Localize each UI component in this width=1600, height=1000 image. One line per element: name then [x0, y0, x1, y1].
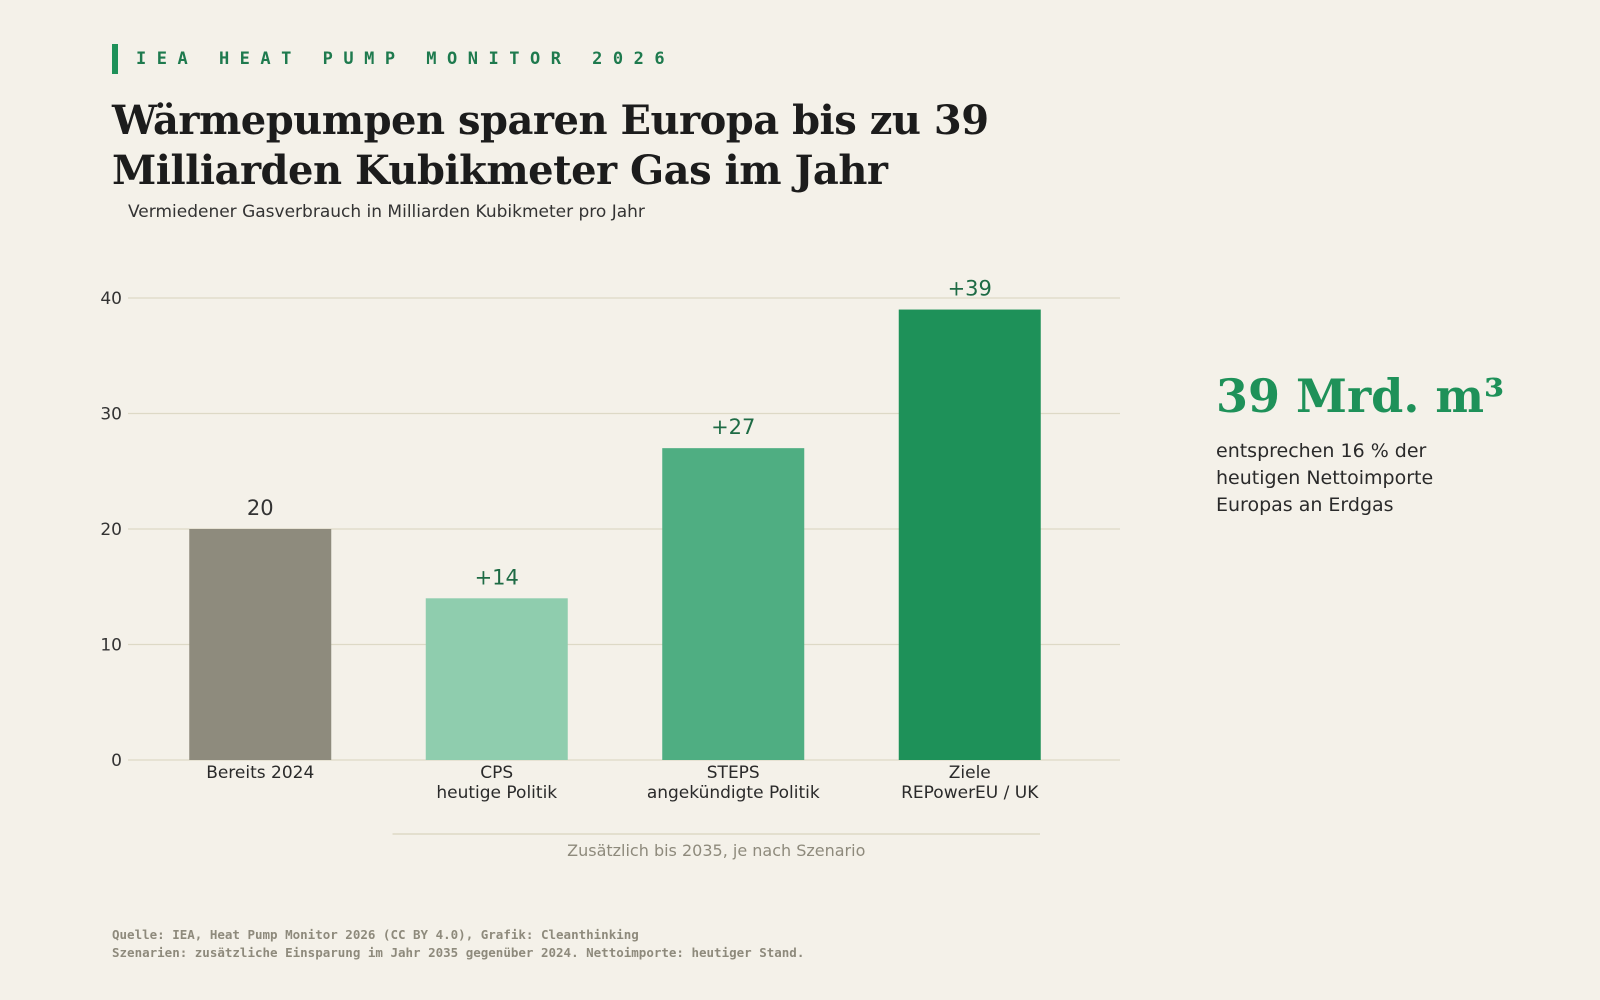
- y-tick-label: 20: [100, 520, 122, 540]
- x-category-label: REPowerEU / UK: [901, 783, 1039, 803]
- x-category-label: Ziele: [949, 763, 991, 783]
- bar-value-label: +39: [948, 277, 992, 301]
- kicker-accent-bar: [112, 44, 118, 74]
- bar: [662, 448, 805, 760]
- y-tick-label: 40: [100, 289, 122, 309]
- footnote: Quelle: IEA, Heat Pump Monitor 2026 (CC …: [112, 926, 804, 962]
- bar: [189, 529, 332, 760]
- kicker-text: IEA HEAT PUMP MONITOR 2026: [136, 49, 676, 69]
- kpi-value: 39 Mrd. m³: [1216, 369, 1505, 423]
- y-tick-label: 30: [100, 405, 122, 425]
- chart-title: Wärmepumpen sparen Europa bis zu 39 Mill…: [112, 97, 989, 194]
- group-annotation-label: Zusätzlich bis 2035, je nach Szenario: [567, 841, 865, 860]
- kpi-callout: 39 Mrd. m³ entsprechen 16 % der heutigen…: [1216, 368, 1556, 519]
- scenario-note: Szenarien: zusätzliche Einsparung im Jah…: [112, 945, 805, 960]
- source-note: Quelle: IEA, Heat Pump Monitor 2026 (CC …: [112, 927, 639, 942]
- bar-value-label: +14: [475, 565, 519, 589]
- bar: [898, 309, 1041, 760]
- bar-value-label: +27: [711, 415, 755, 439]
- bar-value-label: 20: [247, 496, 274, 520]
- kicker: IEA HEAT PUMP MONITOR 2026: [112, 44, 675, 74]
- y-tick-label: 10: [100, 636, 122, 656]
- y-tick-label: 0: [111, 751, 122, 771]
- bar: [425, 598, 568, 760]
- kpi-description: entsprechen 16 % der heutigen Nettoimpor…: [1216, 440, 1434, 516]
- chart-subtitle: Vermiedener Gasverbrauch in Milliarden K…: [128, 202, 645, 222]
- x-category-label: Bereits 2024: [206, 763, 314, 783]
- x-category-label: CPS: [480, 763, 513, 783]
- x-category-label: STEPS: [707, 763, 760, 783]
- x-category-label: heutige Politik: [436, 783, 557, 803]
- x-category-label: angekündigte Politik: [647, 783, 820, 803]
